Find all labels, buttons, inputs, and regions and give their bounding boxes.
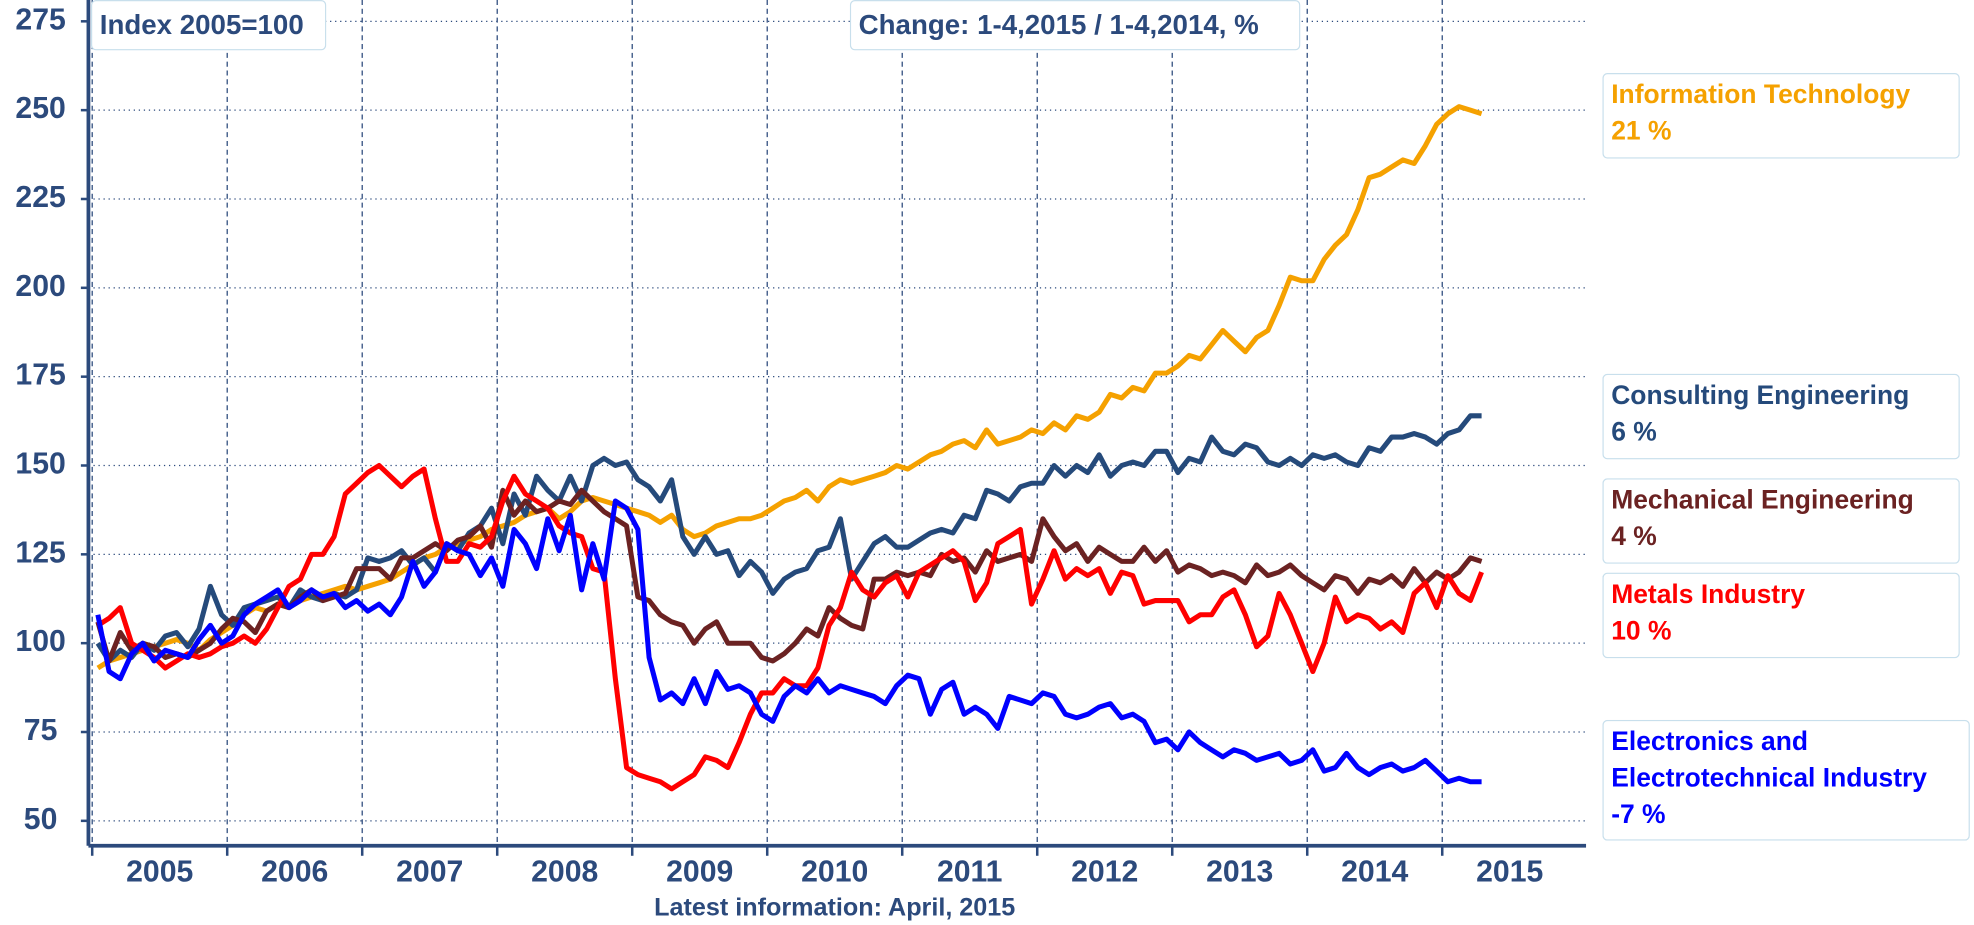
y-tick-label: 125 (15, 536, 65, 569)
y-tick-label: 75 (24, 714, 58, 747)
series-line (96, 463, 1484, 792)
series-line (95, 487, 1483, 664)
y-tick-label: 50 (24, 803, 58, 836)
x-tick-label: 2009 (666, 855, 733, 888)
change-note: Change: 1-4,2015 / 1-4,2014, % (849, 0, 1301, 51)
x-axis-label: Latest information: April, 2015 (654, 893, 1015, 921)
legend-box: Consulting Engineering 6 % (1602, 373, 1960, 460)
y-tick-label: 175 (15, 359, 65, 392)
y-tick-label: 200 (15, 270, 65, 303)
legend-box: Mechanical Engineering 4 % (1602, 478, 1960, 564)
index-box: Index 2005=100 (90, 0, 327, 51)
x-tick-label: 2005 (126, 855, 193, 888)
legend-change: 4 % (1611, 522, 1657, 552)
series-line (95, 498, 1482, 785)
y-tick-label: 100 (15, 625, 65, 658)
y-tick-label: 250 (15, 92, 65, 125)
legend-name: Mechanical Engineering (1611, 485, 1914, 515)
legend-entry: Electronics and Electrotechnical Industr… (1602, 719, 1970, 841)
legend-name: Consulting Engineering (1611, 381, 1910, 411)
x-tick-label: 2013 (1206, 855, 1273, 888)
index-note: Index 2005=100 (90, 0, 327, 51)
series-line (95, 413, 1482, 664)
y-tick-label: 275 (15, 3, 65, 36)
y-tick-label: 150 (15, 447, 65, 480)
legend-name: Metals Industry (1611, 580, 1806, 610)
x-tick-label: 2011 (937, 855, 1003, 888)
legend-box: Electronics and Electrotechnical Industr… (1602, 719, 1970, 841)
legend-entry: Information Technology 21 % (1602, 72, 1960, 159)
lines (95, 104, 1484, 792)
x-tick-label: 2008 (531, 855, 598, 888)
legend-entry: Consulting Engineering 6 % (1602, 373, 1960, 460)
x-tick-label: 2010 (801, 855, 868, 888)
change-box: Change: 1-4,2015 / 1-4,2014, % (849, 0, 1301, 51)
legend-name: Electronics and Electrotechnical Industr… (1611, 727, 1927, 793)
legend-change: 10 % (1611, 616, 1672, 646)
x-tick-label: 2006 (261, 855, 328, 888)
legend-change: -7 % (1611, 800, 1666, 830)
series-line (96, 104, 1483, 671)
legend-box: Information Technology 21 % (1602, 72, 1960, 159)
x-tick-label: 2014 (1341, 855, 1408, 888)
x-tick-label: 2012 (1071, 855, 1138, 888)
legend-name: Information Technology (1611, 80, 1911, 110)
x-tick-label: 2015 (1476, 855, 1543, 888)
y-tick-label: 225 (15, 181, 65, 214)
x-tick-label: 2007 (396, 855, 463, 888)
legend-change: 21 % (1611, 117, 1672, 146)
legend-box: Metals Industry 10 % (1602, 572, 1960, 659)
legend-entry: Metals Industry 10 % (1602, 572, 1960, 659)
legend-change: 6 % (1611, 417, 1657, 447)
legend-entry: Mechanical Engineering 4 % (1602, 478, 1960, 564)
grid (80, 0, 1587, 856)
